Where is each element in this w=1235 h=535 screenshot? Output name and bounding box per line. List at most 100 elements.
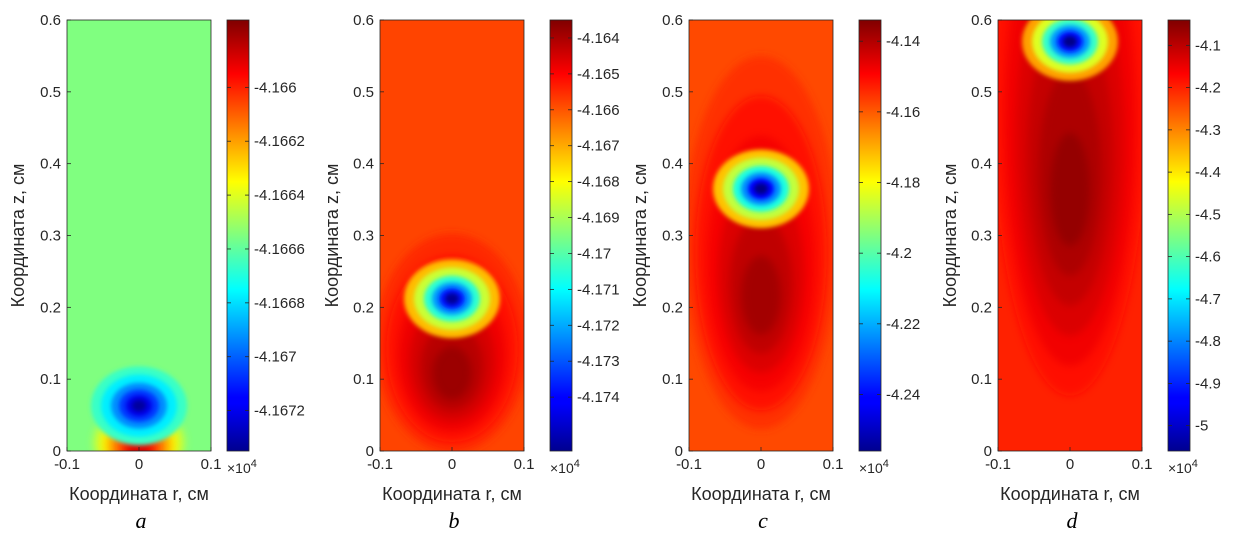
- field-maximum-region: [998, 20, 1142, 396]
- y-tick-label: 0.4: [662, 156, 683, 173]
- x-axis-label: Координата r, см: [691, 484, 831, 504]
- colorbar-tick-label: -4.171: [577, 281, 620, 298]
- colorbar-tick-label: -4.169: [577, 210, 620, 227]
- colorbar-tick-label: -4.1672: [254, 403, 305, 420]
- colorbar-tick-label: -4.5: [1195, 206, 1221, 223]
- colorbar-tick-label: -4.3: [1195, 122, 1221, 139]
- field-minimum-spot: [713, 149, 809, 229]
- x-tick-label: 0: [757, 456, 765, 473]
- colorbar-multiplier: ×104: [1168, 458, 1198, 476]
- x-tick-label: 0.1: [514, 456, 535, 473]
- colorbar-tick-label: -4.172: [577, 317, 620, 334]
- y-tick-label: 0.2: [40, 299, 61, 316]
- y-tick-label: 0.2: [971, 299, 992, 316]
- y-tick-label: 0: [675, 443, 683, 460]
- y-axis-label: Координата z, см: [630, 164, 650, 308]
- heatmap-field: [380, 20, 524, 451]
- y-tick-label: 0: [366, 443, 374, 460]
- colorbar-tick-label: -4.2: [886, 245, 912, 262]
- colorbar-tick-label: -4.167: [254, 349, 297, 366]
- y-tick-label: 0.4: [971, 156, 992, 173]
- y-tick-label: 0.3: [40, 228, 61, 245]
- colorbar-tick-label: -4.6: [1195, 249, 1221, 266]
- colorbar-tick-label: -4.24: [886, 386, 920, 403]
- y-tick-label: 0.5: [971, 84, 992, 101]
- colorbar: -4.164 -4.165 -4.166 -4.167 -4.168 -4.169 -4.1…: [549, 19, 620, 476]
- y-tick-label: 0.6: [971, 12, 992, 29]
- colorbar-tick-label: -4.16: [886, 104, 920, 121]
- panel-label: b: [449, 508, 460, 533]
- y-tick-label: 0.1: [971, 371, 992, 388]
- panel-label: a: [136, 508, 147, 533]
- panel-label: c: [758, 508, 768, 533]
- x-axis-label: Координата r, см: [382, 484, 522, 504]
- colorbar-tick-label: -4.14: [886, 33, 920, 50]
- colorbar-gradient: [226, 19, 250, 452]
- colorbar-tick-label: -4.4: [1195, 164, 1221, 181]
- colorbar-multiplier: ×104: [227, 458, 257, 476]
- colorbar-multiplier: ×104: [550, 458, 580, 476]
- y-tick-label: 0.1: [662, 371, 683, 388]
- x-tick-label: -0.1: [985, 456, 1011, 473]
- field-minimum-spot: [1022, 20, 1118, 81]
- heatmap-field: [998, 20, 1142, 451]
- y-tick-label: 0.4: [40, 156, 61, 173]
- colorbar-gradient: [858, 19, 882, 452]
- colorbar-tick-label: -4.165: [577, 66, 620, 83]
- field-minimum-spot: [91, 366, 187, 446]
- x-tick-label: -0.1: [367, 456, 393, 473]
- colorbar-tick-label: -4.1: [1195, 37, 1221, 54]
- y-tick-label: 0.1: [40, 371, 61, 388]
- colorbar-tick-label: -4.164: [577, 30, 620, 47]
- colorbar-tick-label: -4.174: [577, 389, 620, 406]
- y-tick-label: 0.4: [353, 156, 374, 173]
- colorbar: -4.14 -4.16 -4.18 -4.2 -4.22 -4.24 ×104: [858, 19, 920, 476]
- colorbar-tick-label: -4.9: [1195, 375, 1221, 392]
- y-tick-label: 0.5: [353, 84, 374, 101]
- colorbar-tick-label: -4.1668: [254, 295, 305, 312]
- x-tick-label: 0: [448, 456, 456, 473]
- colorbar-tick-label: -4.1664: [254, 187, 305, 204]
- colorbar-gradient: [549, 19, 573, 452]
- colorbar-tick-label: -4.168: [577, 174, 620, 191]
- colorbar-tick-label: -4.2: [1195, 80, 1221, 97]
- colorbar-tick-label: -4.17: [577, 245, 611, 262]
- colorbar-tick-label: -4.7: [1195, 291, 1221, 308]
- x-tick-label: 0: [135, 456, 143, 473]
- y-tick-label: 0: [984, 443, 992, 460]
- y-tick-label: 0.6: [662, 12, 683, 29]
- x-tick-label: -0.1: [676, 456, 702, 473]
- y-axis-label: Координата z, см: [940, 164, 960, 308]
- y-tick-label: 0.2: [353, 299, 374, 316]
- y-tick-label: 0.3: [662, 228, 683, 245]
- colorbar-tick-label: -4.167: [577, 138, 620, 155]
- heatmap-field: [67, 20, 211, 451]
- colorbar-tick-label: -4.173: [577, 353, 620, 370]
- x-axis-label: Координата r, см: [1000, 484, 1140, 504]
- colorbar-tick-label: -4.8: [1195, 333, 1221, 350]
- x-axis-label: Координата r, см: [69, 484, 209, 504]
- y-tick-label: 0.6: [353, 12, 374, 29]
- colorbar: -4.1 -4.2 -4.3 -4.4 -4.5 -4.6 -4.7 -4.8 -4.9 -5 ×1…: [1167, 19, 1221, 476]
- field-minimum-spot: [404, 259, 500, 339]
- field-maximum-region: [689, 56, 833, 430]
- y-axis-label: Координата z, см: [322, 164, 342, 308]
- x-tick-label: -0.1: [54, 456, 80, 473]
- colorbar-tick-label: -4.166: [254, 79, 297, 96]
- y-tick-label: 0.3: [971, 228, 992, 245]
- colorbar-multiplier: ×104: [859, 458, 889, 476]
- y-axis-label: Координата z, см: [8, 164, 28, 308]
- colorbar-tick-label: -4.166: [577, 102, 620, 119]
- y-tick-label: 0.5: [40, 84, 61, 101]
- y-tick-label: 0.1: [353, 371, 374, 388]
- panel-label: d: [1067, 508, 1079, 533]
- colorbar-tick-label: -5: [1195, 418, 1208, 435]
- x-tick-label: 0.1: [1132, 456, 1153, 473]
- colorbar-tick-label: -4.18: [886, 175, 920, 192]
- y-tick-label: 0.6: [40, 12, 61, 29]
- heatmap-field: [689, 20, 833, 451]
